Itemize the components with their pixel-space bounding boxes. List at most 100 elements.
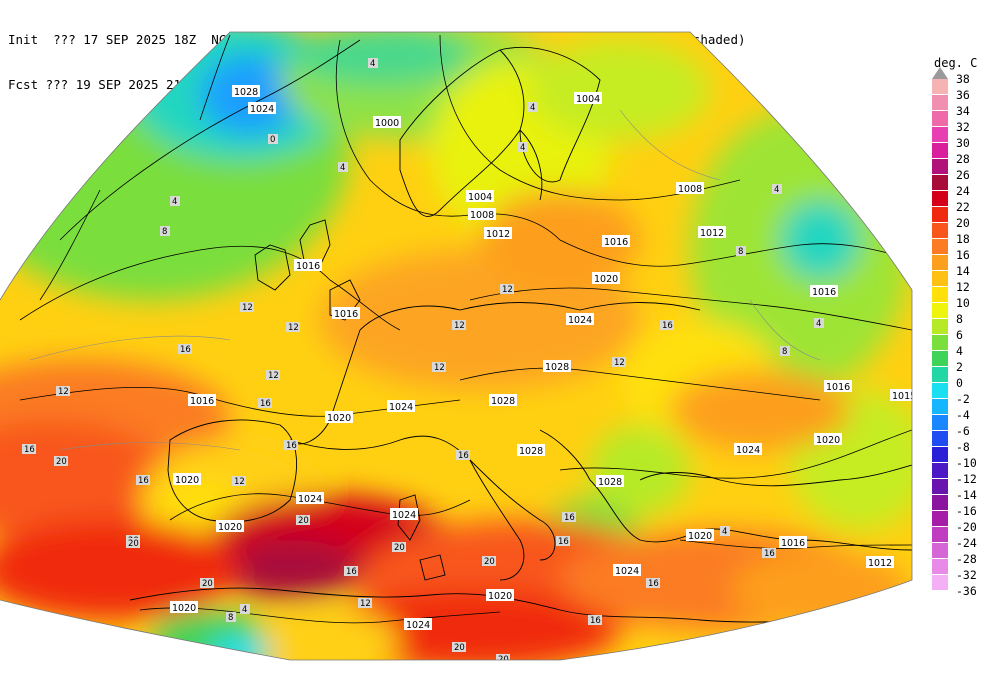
legend-label: 10 — [956, 296, 970, 310]
svg-text:4: 4 — [520, 143, 525, 153]
isobar-label: 1020 — [686, 529, 714, 542]
svg-text:4: 4 — [370, 59, 375, 69]
isobar-label: 1016 — [779, 536, 807, 549]
dewpoint-label: 0 — [268, 134, 278, 145]
isobar-label: 1024 — [404, 618, 432, 631]
dewpoint-label: 20 — [482, 556, 496, 567]
legend-swatch — [932, 511, 948, 526]
legend-label: 34 — [956, 104, 970, 118]
dewpoint-label: 16 — [562, 512, 576, 523]
dewpoint-label: 16 — [762, 548, 776, 559]
dewpoint-label: 4 — [368, 58, 378, 69]
legend-swatch — [932, 127, 948, 142]
legend-label: -36 — [956, 584, 977, 598]
svg-text:1016: 1016 — [296, 261, 320, 272]
isobar-label: 1024 — [613, 564, 641, 577]
legend-label: 2 — [956, 360, 963, 374]
dewpoint-label: 4 — [518, 142, 528, 153]
svg-text:1028: 1028 — [234, 87, 258, 98]
svg-text:16: 16 — [138, 476, 149, 486]
dewpoint-label: 20 — [392, 542, 406, 553]
svg-text:4: 4 — [340, 163, 345, 173]
svg-text:1004: 1004 — [468, 192, 492, 203]
legend-swatch — [932, 175, 948, 190]
legend-label: 26 — [956, 168, 970, 182]
isobar-label: 1016 — [188, 394, 216, 407]
legend-swatch — [932, 271, 948, 286]
dewpoint-label: 16 — [456, 450, 470, 461]
legend-swatch — [932, 79, 948, 94]
legend-label: 18 — [956, 232, 970, 246]
svg-text:1016: 1016 — [826, 382, 850, 393]
svg-text:20: 20 — [394, 543, 405, 553]
isobar-label: 1015 — [890, 389, 912, 402]
legend-label: -14 — [956, 488, 977, 502]
legend-swatch — [932, 239, 948, 254]
dewpoint-label: 4 — [772, 184, 782, 195]
svg-text:20: 20 — [56, 457, 67, 467]
legend-label: 4 — [956, 344, 963, 358]
legend-label: -20 — [956, 520, 977, 534]
svg-text:20: 20 — [202, 579, 213, 589]
svg-text:1028: 1028 — [545, 362, 569, 373]
svg-text:1024: 1024 — [736, 445, 760, 456]
svg-text:4: 4 — [816, 319, 821, 329]
legend-label: 16 — [956, 248, 970, 262]
svg-text:1028: 1028 — [491, 396, 515, 407]
legend-label: 36 — [956, 88, 970, 102]
svg-text:1016: 1016 — [812, 287, 836, 298]
legend-label: -6 — [956, 424, 970, 438]
dewpoint-label: 16 — [284, 440, 298, 451]
dewpoint-label: 16 — [178, 344, 192, 355]
isobar-label: 1004 — [574, 92, 602, 105]
svg-text:1028: 1028 — [519, 446, 543, 457]
svg-text:1024: 1024 — [250, 104, 274, 115]
isobar-label: 1016 — [294, 259, 322, 272]
legend-swatch — [932, 447, 948, 462]
svg-text:1012: 1012 — [486, 229, 510, 240]
svg-text:12: 12 — [268, 371, 279, 381]
dewpoint-label: 16 — [22, 444, 36, 455]
dewpoint-label: 12 — [612, 357, 626, 368]
svg-text:4: 4 — [530, 103, 535, 113]
dewpoint-label: 16 — [344, 566, 358, 577]
svg-text:20: 20 — [454, 643, 465, 653]
legend-swatch — [932, 415, 948, 430]
svg-text:16: 16 — [662, 321, 673, 331]
dewpoint-label: 8 — [780, 346, 790, 357]
dewpoint-label: 8 — [226, 612, 236, 623]
legend-swatch — [932, 111, 948, 126]
svg-text:16: 16 — [286, 441, 297, 451]
isobar-label-layer: 1028 1024 1000 1004 1016 1004 1008 1012 … — [170, 85, 912, 631]
legend-label: -28 — [956, 552, 977, 566]
svg-text:4: 4 — [172, 197, 177, 207]
isobar-label: 1016 — [810, 285, 838, 298]
isobar-label: 1020 — [486, 589, 514, 602]
svg-text:1020: 1020 — [594, 274, 618, 285]
dewpoint-label: 16 — [258, 398, 272, 409]
svg-text:20: 20 — [298, 516, 309, 526]
isobar-label: 1028 — [596, 475, 624, 488]
svg-text:0: 0 — [270, 135, 275, 145]
svg-text:1016: 1016 — [781, 538, 805, 549]
dewpoint-label: 20 — [200, 578, 214, 589]
legend-swatch — [932, 207, 948, 222]
legend-title: deg. C — [934, 56, 978, 70]
legend-swatch — [932, 559, 948, 574]
isobar-label: 1012 — [698, 226, 726, 239]
dewpoint-label: 12 — [452, 320, 466, 331]
dewpoint-label: 4 — [814, 318, 824, 329]
svg-text:12: 12 — [234, 477, 245, 487]
dewpoint-label: 20 — [54, 456, 68, 467]
isobar-label: 1024 — [566, 313, 594, 326]
isobar-label: 1020 — [170, 601, 198, 614]
legend-label: -16 — [956, 504, 977, 518]
svg-text:16: 16 — [764, 549, 775, 559]
svg-text:1020: 1020 — [175, 475, 199, 486]
svg-text:20: 20 — [128, 539, 139, 549]
legend-label: 24 — [956, 184, 970, 198]
legend-swatch — [932, 431, 948, 446]
svg-text:1020: 1020 — [816, 435, 840, 446]
legend-swatch — [932, 303, 948, 318]
isobar-label: 1024 — [248, 102, 276, 115]
